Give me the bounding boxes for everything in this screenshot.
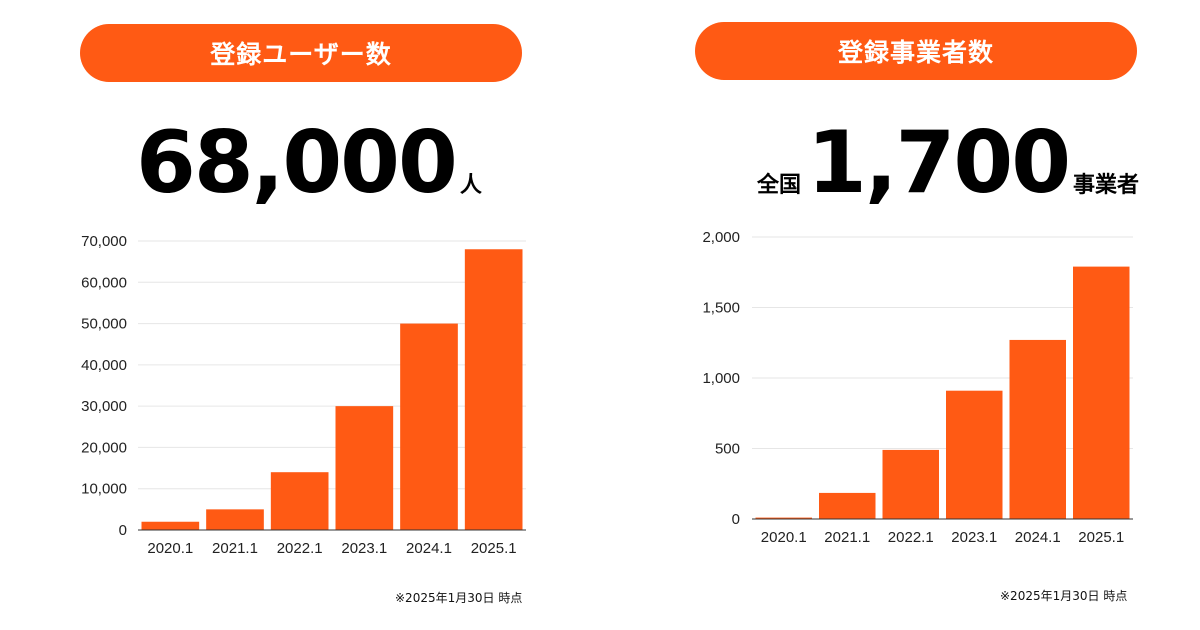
bar-2022.1 [270,472,329,530]
businesses-header-pill: 登録事業者数 [695,22,1137,80]
y-tick-label: 50,000 [81,316,127,333]
bar-2024.1 [1009,339,1066,519]
y-tick-label: 500 [715,441,740,458]
x-tick-label: 2023.1 [341,540,387,557]
users-headline-unit: 人 [459,173,482,198]
bar-2025.1 [1073,266,1130,519]
y-tick-label: 40,000 [81,357,127,374]
y-tick-label: 0 [119,522,127,539]
businesses-header-label: 登録事業者数 [837,39,994,67]
y-tick-label: 70,000 [81,233,127,250]
bar-2020.1 [755,517,812,520]
bar-2022.1 [882,449,939,519]
users-headline-value: 68,000 [136,113,458,213]
x-tick-label: 2020.1 [147,540,193,557]
y-tick-label: 2,000 [702,229,740,246]
x-tick-label: 2025.1 [1078,529,1124,546]
bar-2023.1 [946,390,1003,519]
users-bar-chart: 0 10,000 20,000 30,000 40,000 50,000 60,000 70,… [81,233,526,557]
bar-2020.1 [141,521,200,530]
businesses-headline: 全国 1,700 事業者 [757,120,1139,206]
y-tick-label: 20,000 [81,439,127,456]
x-tick-label: 2021.1 [824,529,870,546]
bar-2021.1 [819,492,876,519]
users-header-label: 登録ユーザー数 [210,41,392,69]
y-tick-label: 30,000 [81,398,127,415]
bar-2024.1 [400,323,458,530]
x-tick-label: 2024.1 [406,540,452,557]
x-tick-label: 2024.1 [1015,529,1061,546]
users-headline: 68,000 人 [136,120,482,206]
businesses-headline-value: 1,700 [807,113,1071,213]
businesses-headline-prefix: 全国 [757,173,802,198]
users-footnote: ※2025年1月30日 時点 [395,591,523,605]
bar-2021.1 [206,509,264,530]
x-tick-label: 2022.1 [277,540,323,557]
businesses-footnote: ※2025年1月30日 時点 [1000,589,1128,603]
x-tick-label: 2021.1 [212,540,258,557]
x-tick-label: 2020.1 [761,529,807,546]
y-tick-label: 1,500 [702,300,740,317]
businesses-bar-chart: 0 500 1,000 1,500 2,000 2020.1 2021.1 2022.1 202… [702,229,1133,546]
bar-2023.1 [335,406,394,530]
y-tick-label: 1,000 [702,370,740,387]
x-tick-label: 2022.1 [888,529,934,546]
y-tick-label: 60,000 [81,274,127,291]
x-tick-label: 2025.1 [471,540,517,557]
users-header-pill: 登録ユーザー数 [80,24,522,82]
y-tick-label: 0 [732,511,740,528]
businesses-headline-unit: 事業者 [1073,173,1140,198]
y-tick-label: 10,000 [81,481,127,498]
bar-2025.1 [464,249,523,530]
x-tick-label: 2023.1 [951,529,997,546]
